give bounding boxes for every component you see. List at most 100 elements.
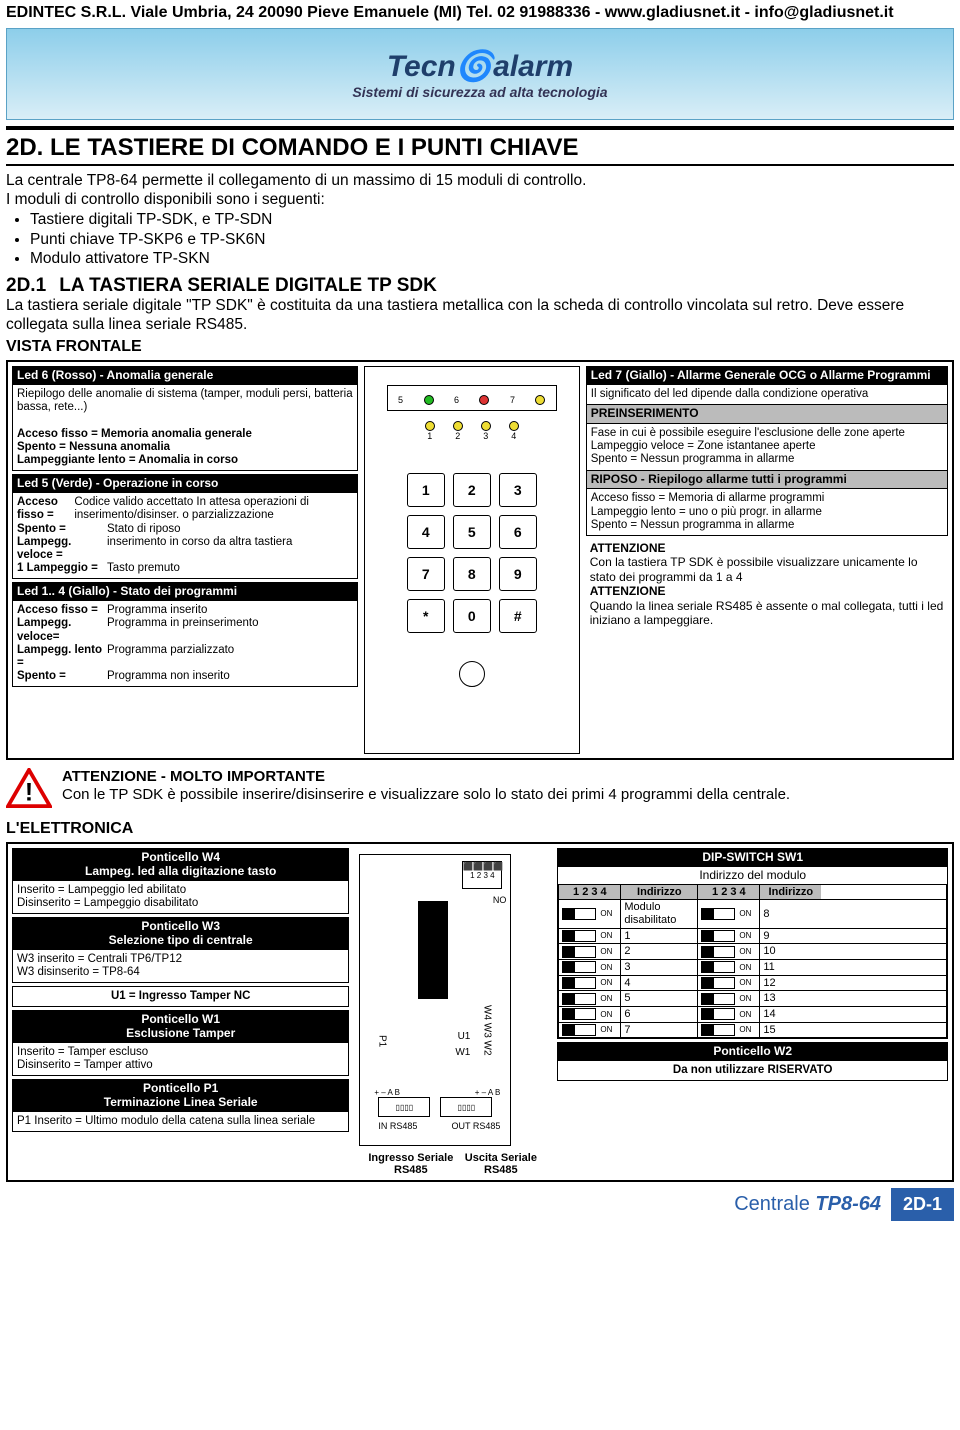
prog-num: 2 (453, 431, 463, 441)
in-rs485-label: IN RS485 (378, 1121, 417, 1131)
keypad-key[interactable]: 9 (499, 557, 537, 591)
prog-led-icon (425, 421, 435, 431)
w3-head: Ponticello W3 Selezione tipo di centrale (13, 918, 348, 950)
w4-head: Ponticello W4 Lampeg. led alla digitazio… (13, 849, 348, 881)
footer-centrale: Centrale TP8-64 (724, 1189, 891, 1220)
keypad-key[interactable]: 6 (499, 515, 537, 549)
dip-switch-cell: ON (559, 944, 621, 959)
keypad-key[interactable]: # (499, 599, 537, 633)
ingresso-label: Ingresso Seriale RS485 (363, 1152, 458, 1176)
dip-addr-cell: 9 (760, 929, 821, 944)
module-list: Tastiere digitali TP-SDK, e TP-SDN Punti… (12, 211, 954, 269)
keypad-key[interactable]: 7 (407, 557, 445, 591)
chip-icon (418, 901, 448, 999)
kv-val: Programma inserito (107, 604, 207, 617)
kv-val: Tasto premuto (107, 562, 180, 575)
preinserimento-body: Fase in cui è possibile eseguire l'esclu… (587, 424, 947, 470)
keypad-key[interactable]: 5 (453, 515, 491, 549)
p1-body: P1 Inserito = Ultimo modulo della catena… (13, 1112, 348, 1131)
dip-switch-cell: ON (698, 976, 760, 991)
led-num: 6 (454, 395, 459, 405)
vista-frontale-label: VISTA FRONTALE (0, 334, 960, 360)
brand-logo: Tecn🌀alarm (387, 49, 573, 84)
w1-box: Ponticello W1 Esclusione Tamper Inserito… (12, 1010, 349, 1076)
keypad-exit-icon[interactable] (459, 661, 485, 687)
u1-head: U1 = Ingresso Tamper NC (13, 987, 348, 1006)
kv-key: Lampegg. lento = (17, 644, 107, 670)
section-title: 2D. LE TASTIERE DI COMANDO E I PUNTI CHI… (0, 132, 960, 162)
prog-led-icon (509, 421, 519, 431)
subsection-title: 2D.1 LA TASTIERA SERIALE DIGITALE TP SDK (0, 271, 960, 297)
led-display: 5 6 7 (387, 385, 557, 411)
dip-switch-box: DIP-SWITCH SW1 Indirizzo del modulo 1 2 … (557, 848, 948, 1039)
w1-head: Ponticello W1 Esclusione Tamper (13, 1011, 348, 1043)
prog-num: 3 (481, 431, 491, 441)
electronics-diagram: Ponticello W4 Lampeg. led alla digitazio… (6, 842, 954, 1182)
keypad-key[interactable]: 8 (453, 557, 491, 591)
brand-tagline: Sistemi di sicurezza ad alta tecnologia (352, 84, 607, 100)
divider-thin (6, 164, 954, 166)
led6-box: Led 6 (Rosso) - Anomalia generale Riepil… (12, 366, 358, 471)
led-yellow-icon (535, 395, 545, 405)
w3-box: Ponticello W3 Selezione tipo di centrale… (12, 917, 349, 983)
dip-addr-cell: Modulo disabilitato (621, 900, 698, 927)
dip-addr-cell: 5 (621, 991, 698, 1006)
w2-box: Ponticello W2 Da non utilizzare RISERVAT… (557, 1042, 948, 1081)
keypad-key[interactable]: 3 (499, 473, 537, 507)
keypad-device: 5 6 7 1 2 3 4 1 2 3 4 5 6 7 (364, 366, 580, 754)
logo-banner: Tecn🌀alarm Sistemi di sicurezza ad alta … (6, 28, 954, 120)
warning-body: Con le TP SDK è possibile inserire/disin… (62, 786, 790, 803)
dip-switch-cell: ON (698, 944, 760, 959)
pcb-label: W1 (455, 1047, 470, 1058)
uscita-label: Uscita Seriale RS485 (458, 1152, 543, 1176)
key-grid: 1 2 3 4 5 6 7 8 9 * 0 # (407, 473, 537, 633)
led7-box: Led 7 (Giallo) - Allarme Generale OCG o … (586, 366, 948, 536)
dip-addr-cell: 15 (760, 1023, 821, 1038)
intro-line2: I moduli di controllo disponibili sono i… (6, 191, 325, 208)
dip-addr-cell: 14 (760, 1007, 821, 1022)
u1-box: U1 = Ingresso Tamper NC (12, 986, 349, 1007)
pcb-label: NO (493, 895, 507, 905)
kv-key: Spento = (17, 670, 107, 683)
dip-addr-cell: 2 (621, 944, 698, 959)
dip-switch-icon: ⬛⬛⬛⬛1 2 3 4 (462, 861, 502, 889)
keypad-key[interactable]: 4 (407, 515, 445, 549)
subsection-body: La tastiera seriale digitale "TP SDK" è … (0, 297, 960, 334)
keypad-key[interactable]: 1 (407, 473, 445, 507)
pcb-label: U1 (458, 1031, 471, 1042)
warning-head: ATTENZIONE - MOLTO IMPORTANTE (62, 768, 325, 785)
svg-text:!: ! (25, 780, 33, 807)
dip-addr-cell: 8 (760, 900, 821, 927)
led6-line: Lampeggiante lento = Anomalia in corso (17, 454, 353, 467)
dip-addr-cell: 4 (621, 976, 698, 991)
attenzione-text: Con la tastiera TP SDK è possibile visua… (590, 555, 918, 583)
prog-led-icon (453, 421, 463, 431)
dip-addr-cell: 13 (760, 991, 821, 1006)
module-item: Modulo attivatore TP-SKN (30, 250, 954, 269)
module-item: Punti chiave TP-SKP6 e TP-SK6N (30, 231, 954, 250)
kv-key: Spento = (17, 523, 107, 536)
warning-triangle-icon: ! (6, 768, 52, 808)
dip-addr-cell: 12 (760, 976, 821, 991)
led6-head: Led 6 (Rosso) - Anomalia generale (13, 367, 357, 385)
w2-body: Da non utilizzare RISERVATO (558, 1061, 947, 1080)
dip-switch-cell: ON (698, 1023, 760, 1038)
program-leds: 1 2 3 4 (425, 421, 519, 441)
led-num: 7 (510, 395, 515, 405)
dip-addr-cell: 7 (621, 1023, 698, 1038)
dip-addr-cell: 6 (621, 1007, 698, 1022)
keypad-key[interactable]: * (407, 599, 445, 633)
preinserimento-head: PREINSERIMENTO (587, 404, 947, 424)
pcb-label: + – A B (374, 1088, 400, 1097)
led-green-icon (424, 395, 434, 405)
dip-sub: Indirizzo del modulo (558, 867, 947, 885)
w4-body: Inserito = Lampeggio led abilitato Disin… (13, 881, 348, 913)
keypad-key[interactable]: 0 (453, 599, 491, 633)
pcb-label: W4 W3 W2 (481, 1005, 492, 1056)
footer-page-number: 2D-1 (891, 1188, 954, 1221)
w3-body: W3 inserito = Centrali TP6/TP12 W3 disin… (13, 950, 348, 982)
subsection-heading: LA TASTIERA SERIALE DIGITALE TP SDK (59, 275, 437, 296)
keypad-key[interactable]: 2 (453, 473, 491, 507)
dip-switch-cell: ON (559, 1023, 621, 1038)
dip-col-head: 1 2 3 4 (559, 885, 621, 900)
